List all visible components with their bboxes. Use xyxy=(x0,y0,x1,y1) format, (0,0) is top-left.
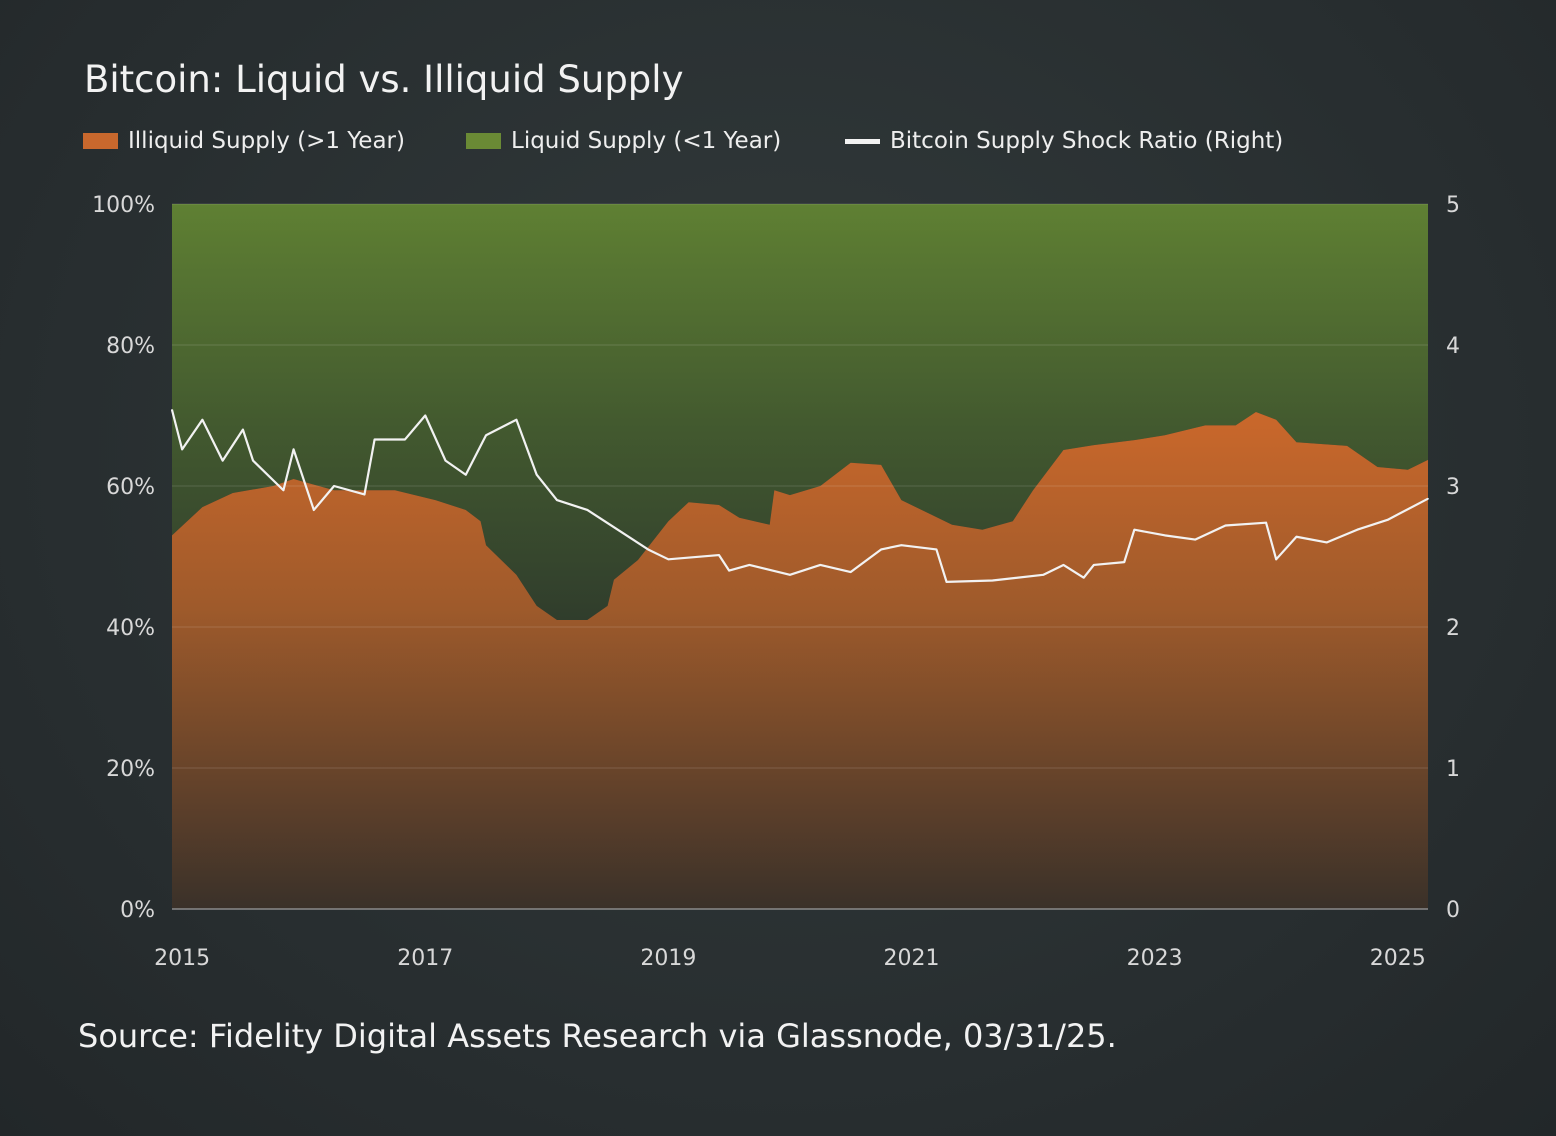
x-tick-label: 2025 xyxy=(1370,946,1426,971)
ratio-point xyxy=(221,459,224,462)
y-left-tick-label: 20% xyxy=(106,757,155,782)
legend-swatch-illiquid xyxy=(83,133,118,149)
ratio-point xyxy=(789,574,791,576)
ratio-point xyxy=(1163,534,1166,537)
x-tick-label: 2021 xyxy=(884,946,940,971)
ratio-point xyxy=(515,418,518,421)
ratio-point xyxy=(1265,521,1267,524)
y-right-tick-label: 0 xyxy=(1446,898,1460,923)
ratio-point xyxy=(586,509,589,511)
ratio-point xyxy=(242,428,244,431)
legend: Illiquid Supply (>1 Year) Liquid Supply … xyxy=(0,128,1556,160)
ratio-point xyxy=(935,548,938,551)
legend-swatch-ratio xyxy=(845,138,880,144)
y-right-tick-label: 5 xyxy=(1446,193,1460,218)
legend-label-illiquid: Illiquid Supply (>1 Year) xyxy=(128,128,405,154)
ratio-point xyxy=(1326,541,1328,544)
ratio-point xyxy=(1042,574,1044,576)
ratio-point xyxy=(1386,519,1389,521)
ratio-point xyxy=(1062,564,1065,566)
ratio-point xyxy=(313,509,315,511)
ratio-point xyxy=(991,579,994,582)
x-tick-label: 2015 xyxy=(154,946,210,971)
ratio-point xyxy=(616,528,619,531)
ratio-point xyxy=(535,473,538,476)
area-illiquid-supply xyxy=(172,411,1428,909)
ratio-point xyxy=(945,581,948,583)
ratio-point xyxy=(1093,564,1095,566)
x-tick-label: 2019 xyxy=(640,946,696,971)
ratio-point xyxy=(1224,524,1227,527)
ratio-point xyxy=(292,448,295,451)
ratio-point xyxy=(1194,538,1196,541)
ratio-point xyxy=(900,544,903,547)
chart-title: Bitcoin: Liquid vs. Illiquid Supply xyxy=(84,58,684,101)
ratio-point xyxy=(728,569,730,572)
y-left-tick-label: 40% xyxy=(106,616,155,641)
ratio-point xyxy=(1295,535,1298,538)
ratio-point xyxy=(819,564,822,566)
y-left-tick-label: 100% xyxy=(92,193,155,218)
ratio-point xyxy=(1356,528,1359,531)
ratio-point xyxy=(880,548,882,551)
source-note: Source: Fidelity Digital Assets Research… xyxy=(78,1017,1117,1055)
ratio-point xyxy=(556,499,558,501)
y-left-tick-label: 80% xyxy=(106,334,155,359)
ratio-point xyxy=(1123,561,1126,563)
ratio-point xyxy=(373,438,376,441)
ratio-point xyxy=(464,473,467,476)
ratio-point xyxy=(444,459,447,462)
ratio-point xyxy=(404,438,406,441)
ratio-point xyxy=(363,493,366,496)
y-right-tick-label: 1 xyxy=(1446,757,1460,782)
ratio-point xyxy=(748,564,751,566)
ratio-point xyxy=(424,414,427,417)
ratio-point xyxy=(171,409,173,411)
legend-item-ratio: Bitcoin Supply Shock Ratio (Right) xyxy=(845,128,1283,154)
x-tick-label: 2023 xyxy=(1127,946,1183,971)
ratio-point xyxy=(1133,528,1136,531)
ratio-point xyxy=(1082,576,1085,579)
ratio-point xyxy=(485,434,487,437)
ratio-point xyxy=(718,554,720,556)
ratio-point xyxy=(849,571,852,573)
ratio-point xyxy=(667,558,670,561)
x-tick-label: 2017 xyxy=(397,946,453,971)
y-right-tick-label: 4 xyxy=(1446,334,1460,359)
y-left-tick-label: 0% xyxy=(120,898,155,923)
area-liquid-supply xyxy=(172,204,1428,620)
ratio-point xyxy=(282,489,285,492)
legend-item-liquid: Liquid Supply (<1 Year) xyxy=(466,128,781,154)
ratio-point xyxy=(201,418,204,421)
legend-label-ratio: Bitcoin Supply Shock Ratio (Right) xyxy=(890,128,1284,154)
legend-item-illiquid: Illiquid Supply (>1 Year) xyxy=(83,128,405,154)
y-left-tick-label: 60% xyxy=(106,475,155,500)
legend-label-liquid: Liquid Supply (<1 Year) xyxy=(511,128,782,154)
y-right-tick-label: 3 xyxy=(1446,475,1460,500)
ratio-point xyxy=(1275,558,1277,561)
ratio-point xyxy=(1427,497,1429,500)
ratio-point xyxy=(252,459,254,462)
ratio-point xyxy=(647,548,649,551)
ratio-point xyxy=(181,448,183,451)
y-right-tick-label: 2 xyxy=(1446,616,1460,641)
ratio-point xyxy=(333,485,335,487)
legend-swatch-liquid xyxy=(466,133,501,149)
